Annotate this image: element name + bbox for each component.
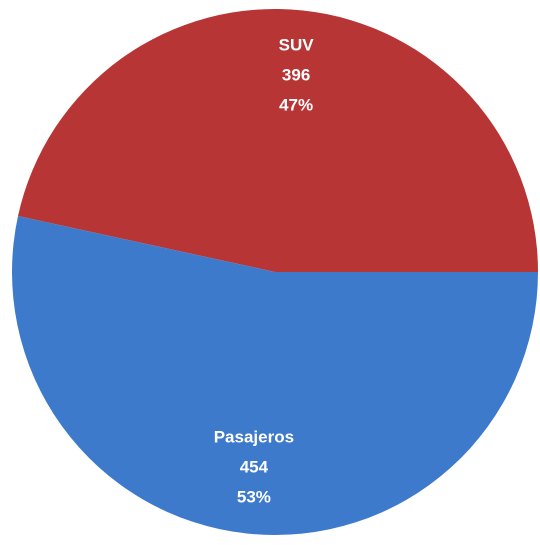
pie-slice (18, 9, 538, 273)
slice-value-label: 396 (282, 65, 310, 84)
slice-percent-label: 53% (237, 488, 271, 507)
slice-percent-label: 47% (279, 95, 313, 114)
slice-value-label: 454 (240, 458, 269, 477)
slice-category-label: Pasajeros (214, 428, 294, 447)
pie-slice (11, 216, 538, 536)
slice-category-label: SUV (279, 35, 315, 54)
